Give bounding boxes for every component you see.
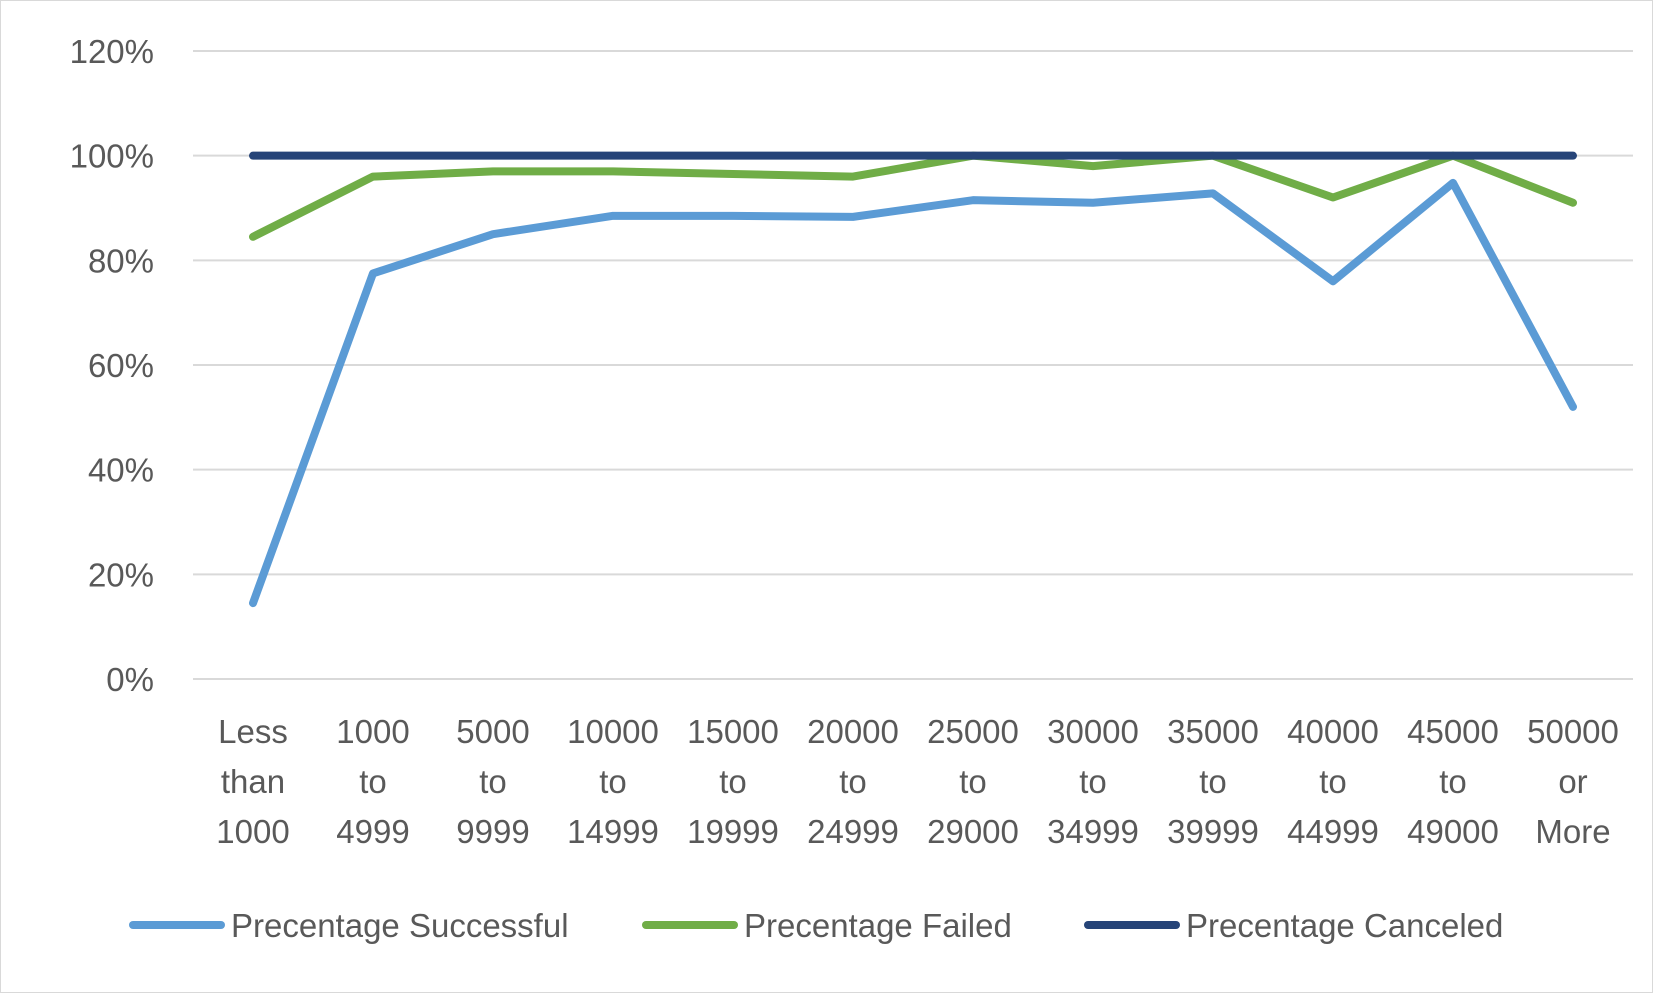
x-category-label: 15000 to 19999 [687,713,779,850]
y-tick-label: 120% [70,33,154,70]
x-category-label: 35000 to 39999 [1167,713,1259,850]
x-category-label: 20000 to 24999 [807,713,899,850]
x-category-label: 40000 to 44999 [1287,713,1379,850]
legend-item: Precentage Failed [642,907,1012,944]
x-category-label: 45000 to 49000 [1407,713,1499,850]
series-line-0 [249,178,1577,608]
legend-label: Precentage Canceled [1186,907,1503,944]
x-category-label: 5000 to 9999 [456,713,529,850]
y-tick-label: 0% [106,661,154,698]
y-tick-label: 80% [88,242,154,279]
y-tick-label: 40% [88,452,154,489]
x-category-label: 30000 to 34999 [1047,713,1139,850]
legend-item: Precentage Successful [129,907,569,944]
y-tick-label: 100% [70,138,154,175]
x-category-label: 50000 or More [1527,713,1619,850]
y-tick-label: 20% [88,556,154,593]
legend-item: Precentage Canceled [1084,907,1503,944]
y-tick-label: 60% [88,347,154,384]
x-category-label: Less than 1000 [216,713,289,850]
x-category-label: 25000 to 29000 [927,713,1019,850]
x-category-label: 1000 to 4999 [336,713,409,850]
legend-label: Precentage Successful [231,907,569,944]
x-category-label: 10000 to 14999 [567,713,659,850]
series-line-1 [249,151,1577,241]
legend-label: Precentage Failed [744,907,1012,944]
